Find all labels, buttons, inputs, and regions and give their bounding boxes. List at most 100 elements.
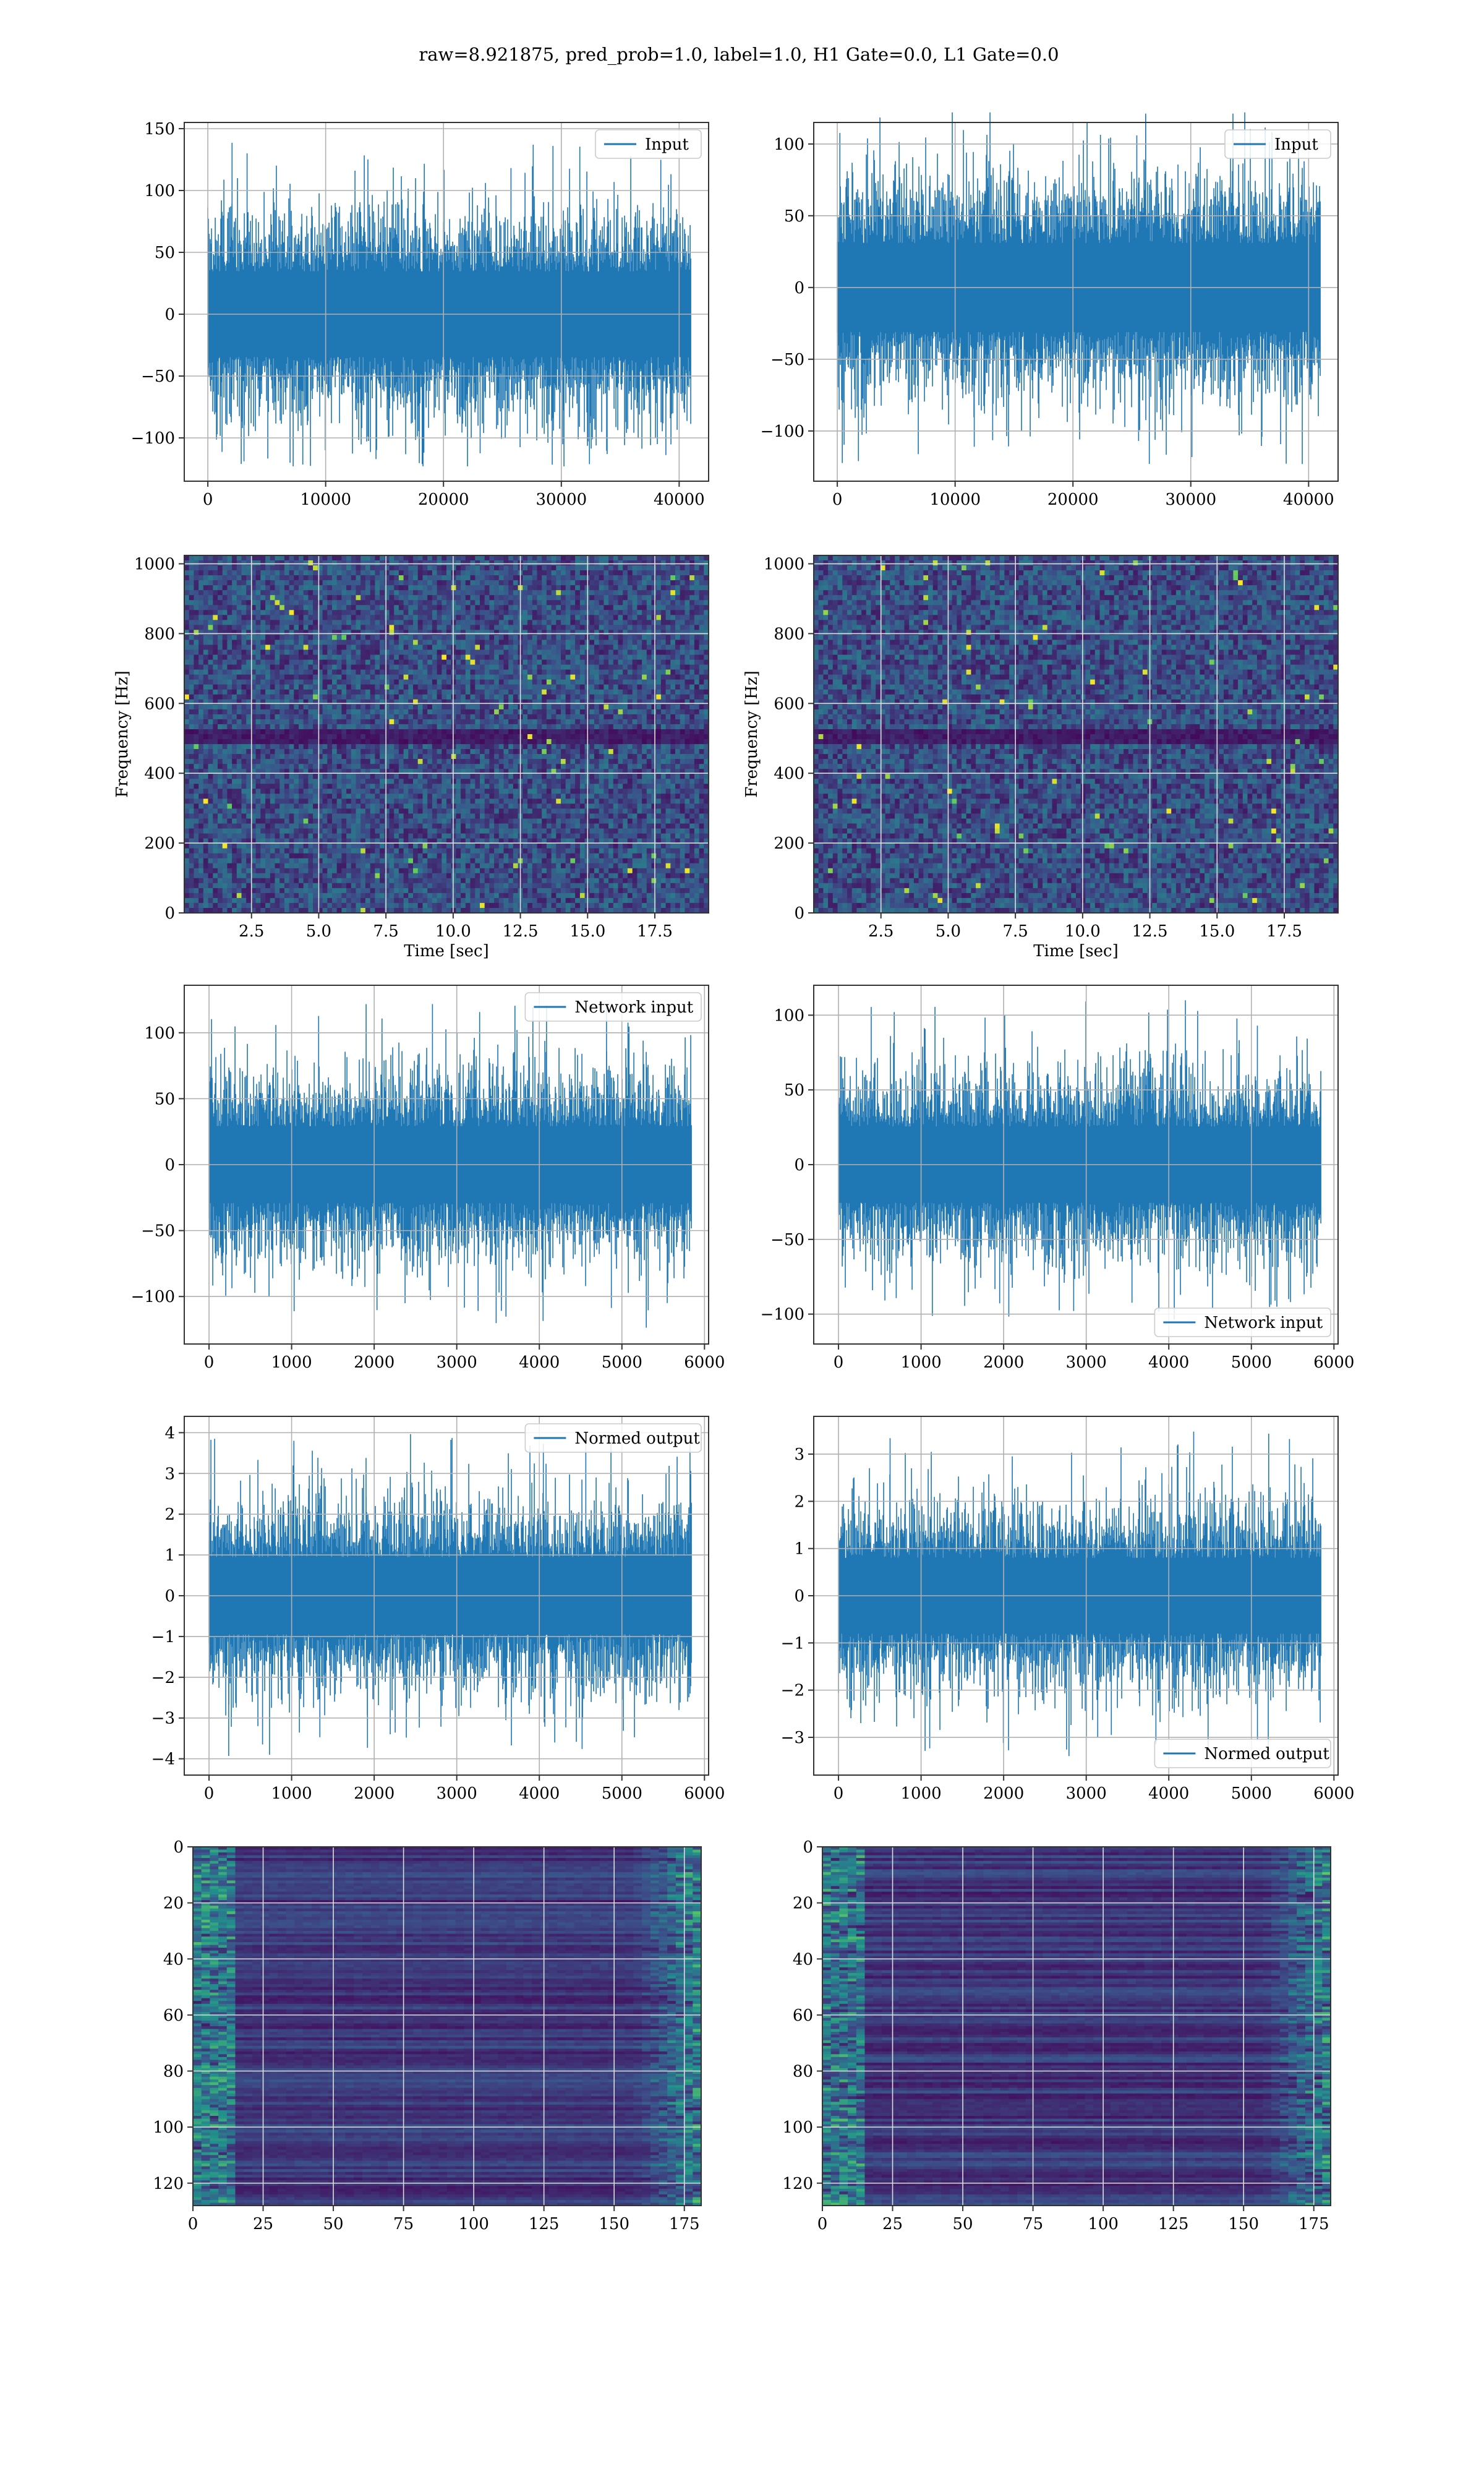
x-tick-label: 4000 (1148, 1784, 1189, 1803)
y-tick-label: −100 (761, 422, 804, 441)
x-tick-label: 5.0 (306, 922, 331, 941)
y-tick-label: 2 (794, 1492, 804, 1511)
x-tick-label: 2000 (354, 1784, 394, 1803)
legend-label: Normed output (574, 1429, 700, 1448)
x-tick-label: 15.0 (569, 922, 605, 941)
y-tick-label: −50 (770, 351, 804, 369)
y-tick-label: 1 (794, 1540, 804, 1559)
y-tick-label: −100 (761, 1306, 804, 1324)
y-tick-label: −50 (141, 367, 175, 386)
x-tick-label: 17.5 (1266, 922, 1302, 941)
x-tick-label: 10000 (929, 490, 981, 509)
y-tick-label: 200 (144, 834, 175, 853)
y-axis-label: Frequency [Hz] (113, 670, 132, 798)
x-tick-label: 100 (458, 2215, 489, 2233)
x-tick-label: 175 (1298, 2215, 1329, 2233)
x-tick-label: 0 (204, 1353, 215, 1372)
figure-suptitle: raw=8.921875, pred_prob=1.0, label=1.0, … (419, 44, 1059, 66)
x-tick-label: 0 (204, 1784, 215, 1803)
x-tick-label: 1000 (271, 1784, 312, 1803)
x-tick-label: 20000 (1047, 490, 1099, 509)
y-tick-label: 0 (803, 1838, 813, 1857)
x-tick-label: 4000 (1148, 1353, 1189, 1372)
x-tick-label: 150 (1228, 2215, 1259, 2233)
x-tick-label: 125 (529, 2215, 560, 2233)
x-tick-label: 40000 (1283, 490, 1334, 509)
x-tick-label: 5000 (1231, 1353, 1272, 1372)
x-tick-label: 17.5 (637, 922, 673, 941)
y-tick-label: 3 (164, 1465, 175, 1483)
y-tick-label: 100 (774, 1006, 804, 1025)
feature-map-heatmap (193, 1847, 702, 2206)
x-tick-label: 12.5 (503, 922, 539, 941)
y-tick-label: −50 (141, 1222, 175, 1241)
x-axis-label: Time [sec] (404, 942, 489, 961)
y-tick-label: 1000 (134, 555, 175, 574)
x-tick-label: 100 (1088, 2215, 1119, 2233)
legend: Input (595, 130, 701, 158)
x-tick-label: 3000 (1066, 1353, 1107, 1372)
x-tick-label: 0 (832, 490, 843, 509)
x-tick-label: 125 (1158, 2215, 1189, 2233)
y-tick-label: 800 (774, 625, 804, 643)
x-tick-label: 1000 (901, 1353, 942, 1372)
x-tick-label: 40000 (654, 490, 705, 509)
x-tick-label: 5000 (1231, 1784, 1272, 1803)
x-tick-label: 15.0 (1199, 922, 1235, 941)
y-tick-label: 120 (153, 2175, 184, 2193)
y-tick-label: 600 (144, 695, 175, 713)
x-tick-label: 25 (253, 2215, 273, 2233)
y-tick-label: 50 (784, 207, 804, 226)
x-tick-label: 10.0 (1065, 922, 1101, 941)
x-tick-label: 6000 (684, 1353, 725, 1372)
y-axis-label: Frequency [Hz] (743, 670, 761, 798)
x-tick-label: 2.5 (239, 922, 264, 941)
x-tick-label: 6000 (1313, 1784, 1354, 1803)
x-tick-label: 0 (834, 1353, 844, 1372)
y-tick-label: 800 (144, 625, 175, 643)
legend: Network input (525, 993, 701, 1021)
x-tick-label: 5.0 (936, 922, 961, 941)
x-tick-label: 2000 (354, 1353, 394, 1372)
y-tick-label: 40 (163, 1950, 184, 1969)
x-tick-label: 10.0 (435, 922, 471, 941)
y-tick-label: −1 (151, 1628, 175, 1646)
y-tick-label: 50 (784, 1081, 804, 1100)
y-tick-label: −100 (131, 1288, 175, 1306)
x-tick-label: 1000 (271, 1353, 312, 1372)
x-tick-label: 10000 (300, 490, 351, 509)
x-tick-label: 3000 (437, 1353, 477, 1372)
y-tick-label: 1 (164, 1546, 175, 1565)
panel-spectrogram-left: 2.5 5.0 7.5 10.0 12.5 15.0 17.5020040060080010… (113, 555, 709, 961)
x-tick-label: 0 (203, 490, 213, 509)
y-tick-label: 100 (782, 2118, 813, 2137)
y-tick-label: −50 (770, 1231, 804, 1249)
y-tick-label: −2 (151, 1669, 175, 1687)
y-tick-label: 0 (173, 1838, 184, 1857)
y-tick-label: 4 (164, 1424, 175, 1442)
y-tick-label: 100 (144, 182, 175, 200)
legend: Normed output (1154, 1739, 1331, 1768)
x-axis-label: Time [sec] (1033, 942, 1119, 961)
y-tick-label: −100 (131, 429, 175, 448)
y-tick-label: 0 (164, 904, 175, 923)
x-tick-label: 3000 (1066, 1784, 1107, 1803)
y-tick-label: 0 (794, 904, 804, 923)
x-tick-label: 30000 (535, 490, 587, 509)
x-tick-label: 25 (882, 2215, 903, 2233)
y-tick-label: −3 (781, 1729, 804, 1747)
x-tick-label: 20000 (418, 490, 469, 509)
y-tick-label: 100 (774, 135, 804, 154)
x-tick-label: 4000 (519, 1353, 560, 1372)
y-tick-label: 1000 (764, 555, 804, 574)
spectrogram-heatmap (184, 555, 709, 914)
y-tick-label: 120 (782, 2175, 813, 2193)
legend-label: Network input (574, 998, 693, 1017)
x-tick-label: 7.5 (373, 922, 398, 941)
y-tick-label: 0 (794, 279, 804, 297)
x-tick-label: 5000 (602, 1784, 642, 1803)
